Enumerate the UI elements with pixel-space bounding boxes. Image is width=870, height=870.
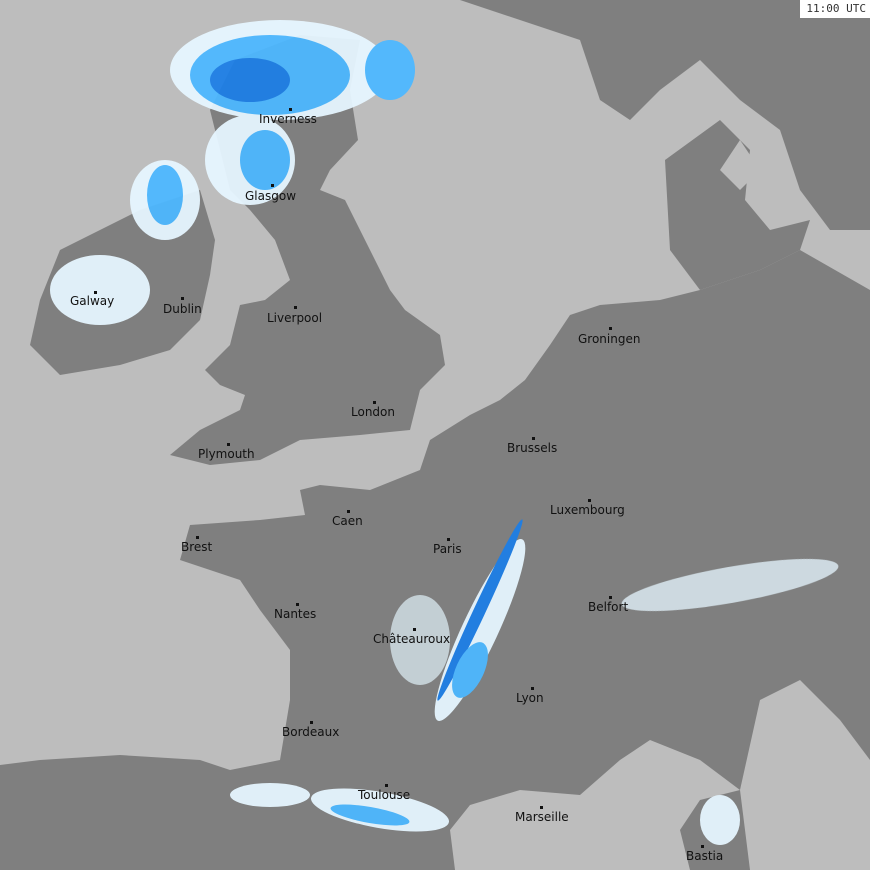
city-label-belfort: Belfort <box>588 600 629 614</box>
city-label-liverpool: Liverpool <box>267 311 323 325</box>
city-marker-chteauroux <box>413 628 416 631</box>
city-marker-bordeaux <box>310 721 313 724</box>
city-label-bastia: Bastia <box>686 849 724 863</box>
city-marker-marseille <box>540 806 543 809</box>
city-marker-brest <box>196 536 199 539</box>
city-marker-caen <box>347 510 350 513</box>
continent <box>0 250 870 870</box>
city-label-brussels: Brussels <box>507 441 558 455</box>
city-label-dublin: Dublin <box>163 302 202 316</box>
scandinavia <box>460 0 870 230</box>
city-marker-galway <box>94 291 97 294</box>
city-marker-bastia <box>701 845 704 848</box>
city-marker-dublin <box>181 297 184 300</box>
city-label-bordeaux: Bordeaux <box>282 725 340 739</box>
city-marker-plymouth <box>227 443 230 446</box>
city-marker-toulouse <box>385 784 388 787</box>
city-label-plymouth: Plymouth <box>198 447 255 461</box>
city-label-glasgow: Glasgow <box>245 189 297 203</box>
city-marker-london <box>373 401 376 404</box>
city-label-paris: Paris <box>433 542 462 556</box>
city-label-chteauroux: Châteauroux <box>373 632 451 646</box>
sea-inland <box>720 140 760 190</box>
city-marker-lyon <box>531 687 534 690</box>
city-label-brest: Brest <box>181 540 213 554</box>
city-marker-glasgow <box>271 184 274 187</box>
city-label-marseille: Marseille <box>515 810 569 824</box>
denmark <box>665 120 810 290</box>
city-marker-brussels <box>532 437 535 440</box>
city-marker-luxembourg <box>588 499 591 502</box>
city-label-luxembourg: Luxembourg <box>550 503 625 517</box>
city-label-caen: Caen <box>332 514 363 528</box>
city-label-lyon: Lyon <box>516 691 544 705</box>
city-label-toulouse: Toulouse <box>358 788 411 802</box>
city-label-nantes: Nantes <box>274 607 317 621</box>
precipitation <box>50 20 839 845</box>
city-label-inverness: Inverness <box>259 112 317 126</box>
city-marker-belfort <box>609 596 612 599</box>
timestamp-label: 11:00 UTC <box>800 0 870 18</box>
city-marker-groningen <box>609 327 612 330</box>
city-label-galway: Galway <box>70 294 115 308</box>
city-label-london: London <box>351 405 395 419</box>
city-marker-nantes <box>296 603 299 606</box>
city-label-groningen: Groningen <box>578 332 641 346</box>
city-marker-liverpool <box>294 306 297 309</box>
city-marker-inverness <box>289 108 292 111</box>
city-marker-paris <box>447 538 450 541</box>
